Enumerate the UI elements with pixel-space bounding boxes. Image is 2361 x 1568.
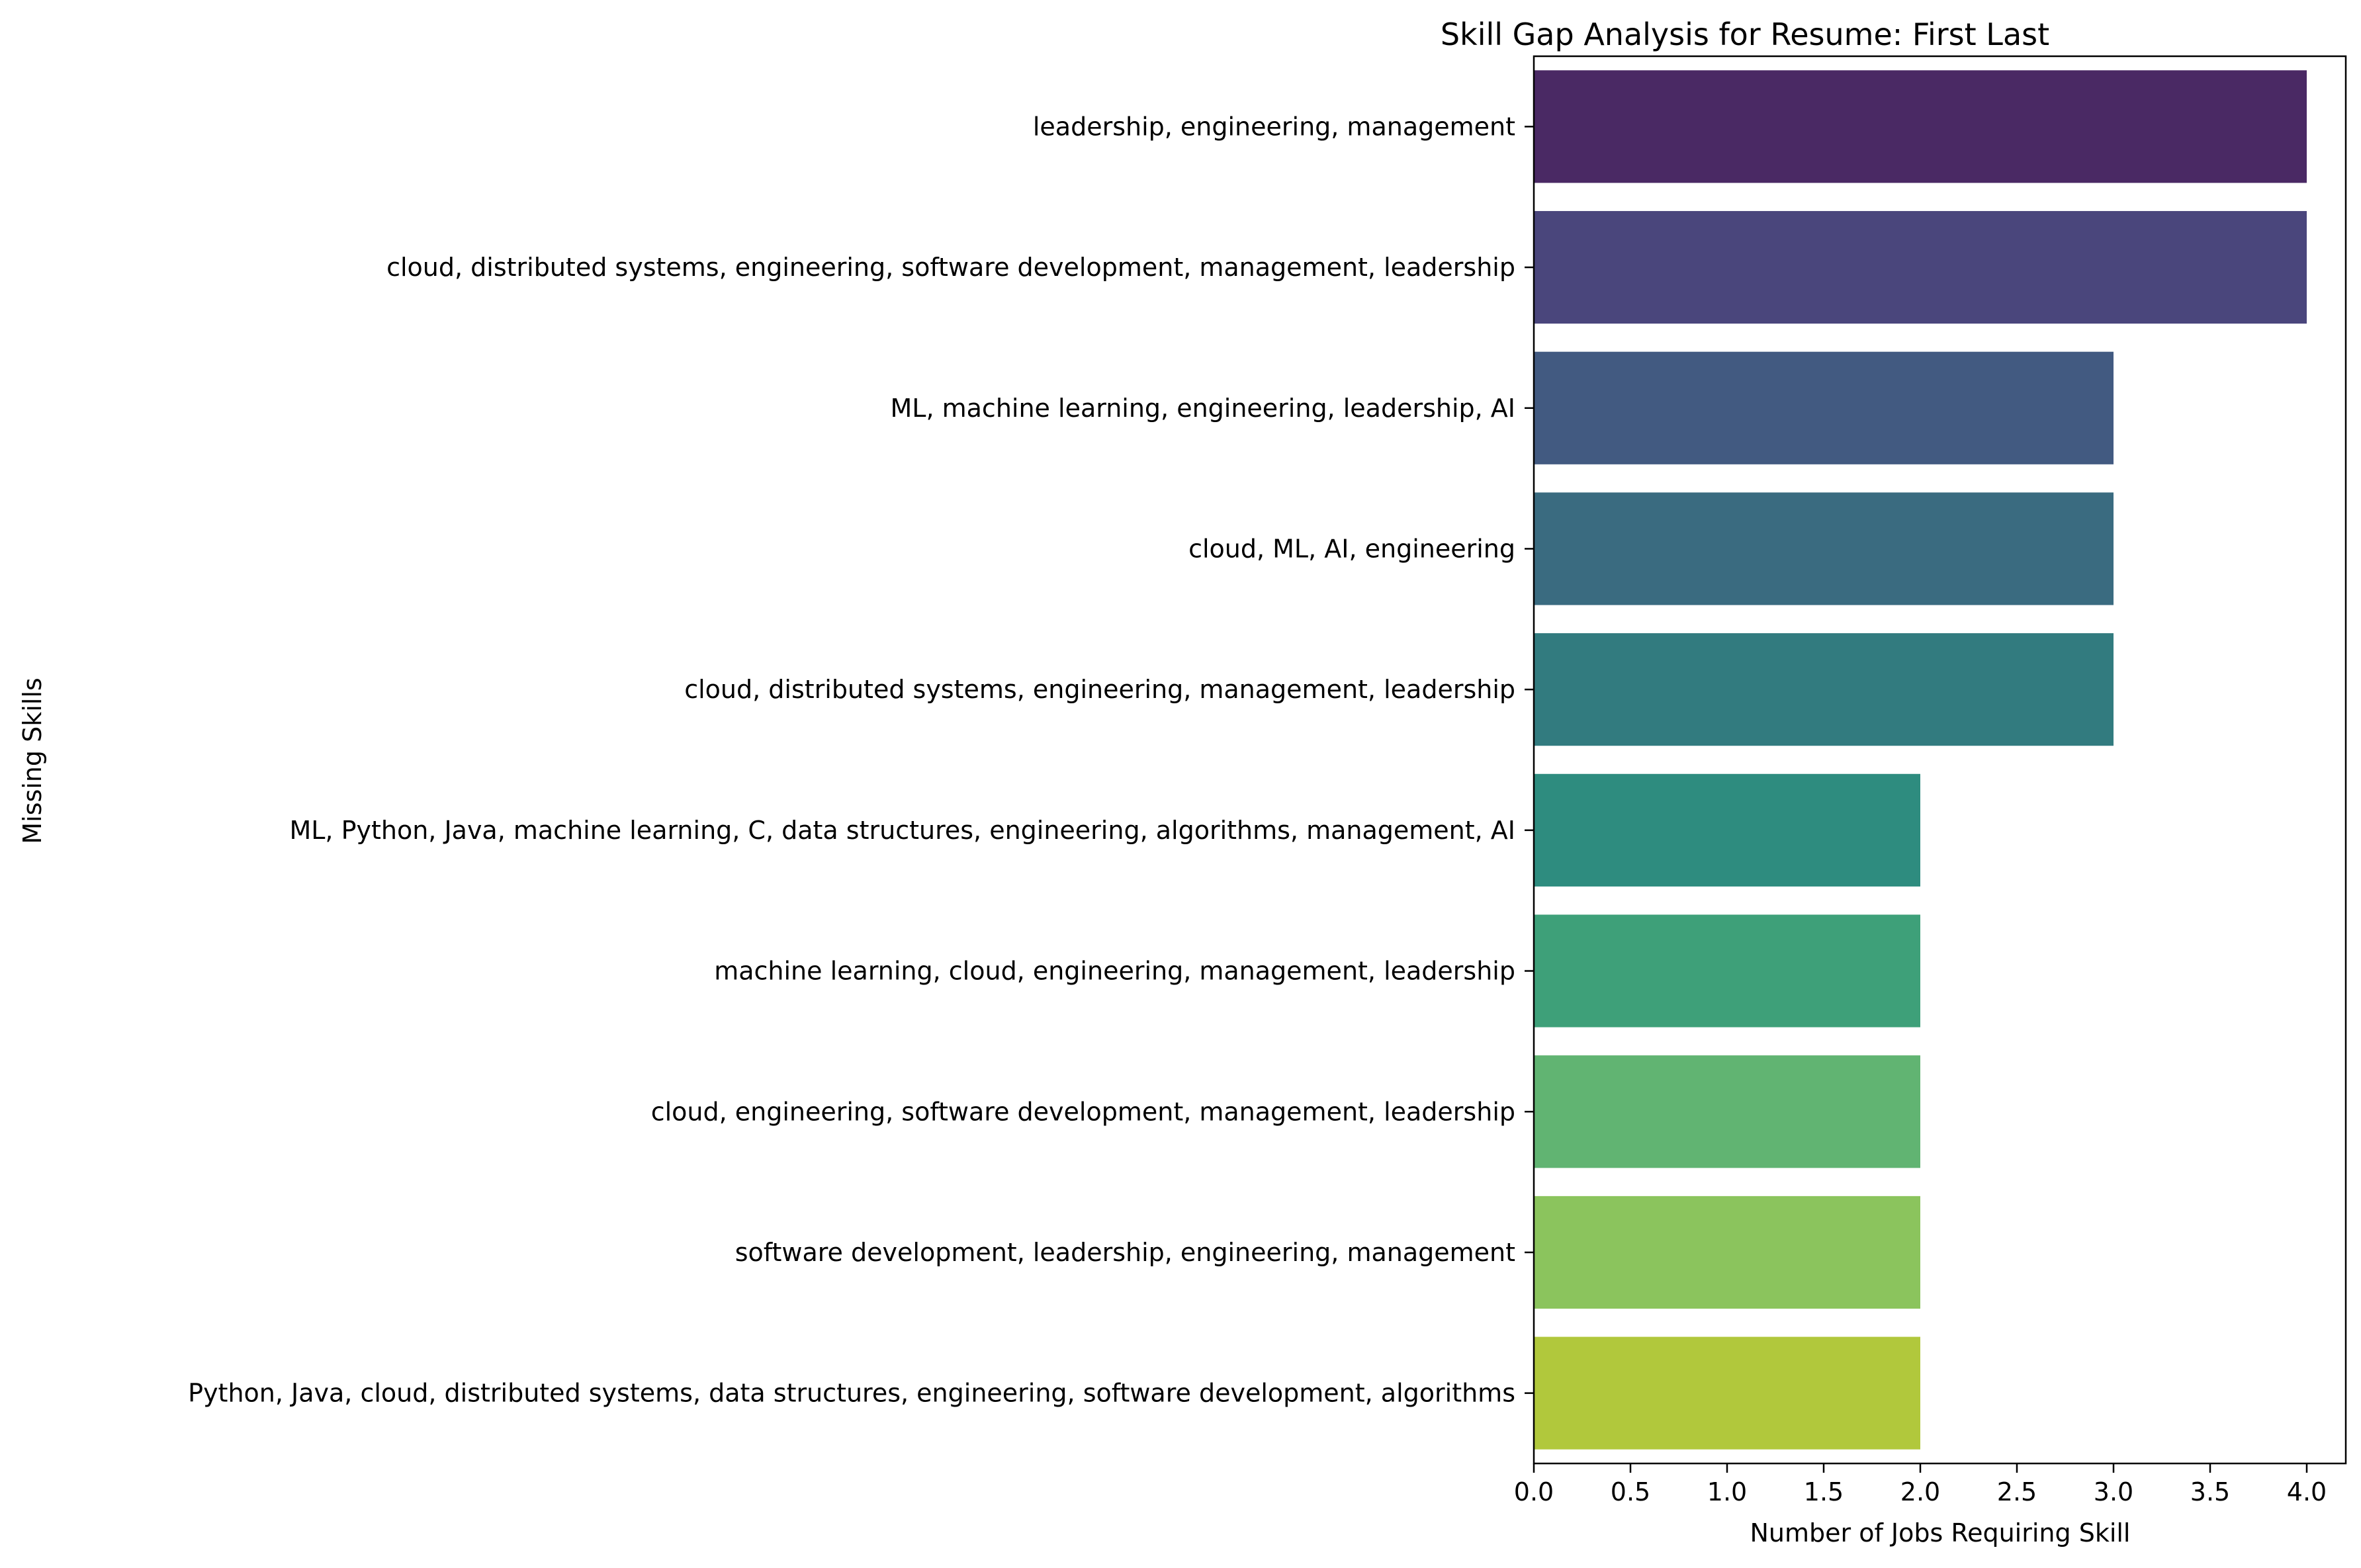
x-tick-label-2: 1.0 (1707, 1477, 1747, 1506)
bar-3 (1534, 492, 2114, 605)
x-tick-label-7: 3.5 (2190, 1477, 2230, 1506)
bar-4 (1534, 633, 2114, 746)
bar-0 (1534, 70, 2307, 183)
y-tick-labels: leadership, engineering, management cloud… (188, 112, 1534, 1408)
x-tick-label-6: 3.0 (2094, 1477, 2133, 1506)
bar-7 (1534, 1055, 1920, 1168)
y-tick-label-1: cloud, distributed systems, engineering,… (386, 253, 1515, 282)
y-tick-label-2: ML, machine learning, engineering, leade… (891, 394, 1515, 423)
plot-frame (1533, 55, 2347, 1465)
bar-8 (1534, 1196, 1920, 1309)
x-tick-label-3: 1.5 (1804, 1477, 1844, 1506)
x-axis-label: Number of Jobs Requiring Skill (1750, 1518, 2131, 1547)
bars-layer (1534, 70, 2307, 1450)
chart-title: Skill Gap Analysis for Resume: First Las… (1441, 17, 2049, 52)
y-tick-label-4: cloud, distributed systems, engineering,… (684, 675, 1515, 704)
x-tick-label-1: 0.5 (1611, 1477, 1650, 1506)
bar-5 (1534, 773, 1920, 887)
y-tick-label-0: leadership, engineering, management (1033, 112, 1515, 141)
y-tick-label-7: cloud, engineering, software development… (651, 1097, 1515, 1126)
x-tick-label-4: 2.0 (1900, 1477, 1940, 1506)
y-axis-label: Missing Skills (18, 677, 47, 844)
bar-6 (1534, 914, 1920, 1027)
bar-2 (1534, 351, 2114, 464)
bar-1 (1534, 210, 2307, 324)
bar-9 (1534, 1336, 1920, 1450)
x-tick-labels: 0.0 0.5 1.0 1.5 2.0 2.5 3.0 3.5 4.0 (1514, 1463, 2327, 1506)
y-tick-label-6: machine learning, cloud, engineering, ma… (714, 957, 1515, 986)
y-tick-label-8: software development, leadership, engine… (735, 1238, 1515, 1267)
y-tick-label-9: Python, Java, cloud, distributed systems… (188, 1379, 1515, 1408)
axes-frame (1533, 55, 2347, 1465)
y-tick-label-5: ML, Python, Java, machine learning, C, d… (289, 816, 1515, 845)
x-tick-label-0: 0.0 (1514, 1477, 1554, 1506)
x-tick-label-8: 4.0 (2287, 1477, 2327, 1506)
y-tick-label-3: cloud, ML, AI, engineering (1188, 534, 1515, 563)
x-tick-label-5: 2.5 (1997, 1477, 2037, 1506)
